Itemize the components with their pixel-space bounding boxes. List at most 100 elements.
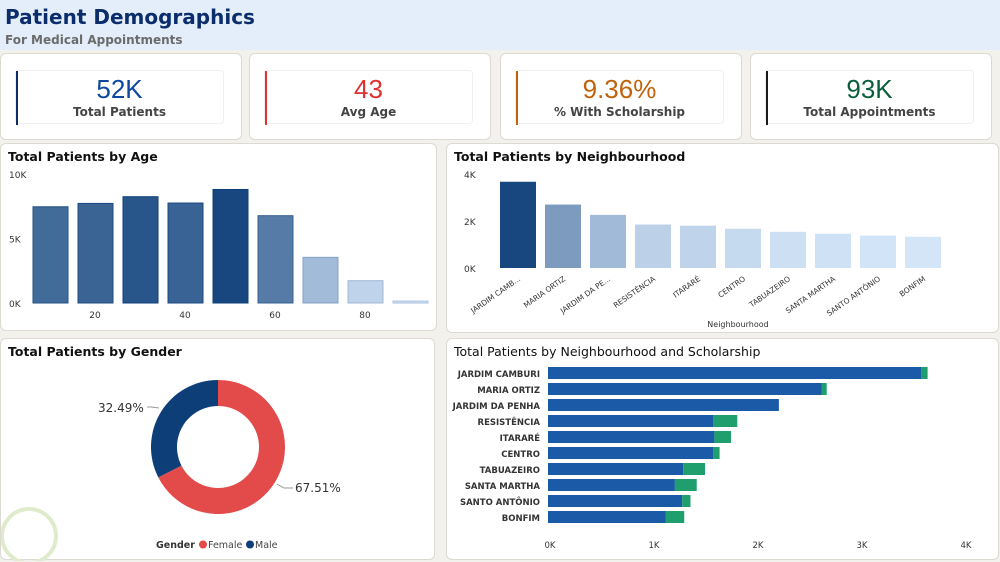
header: Patient Demographics For Medical Appoint… [0,0,1000,50]
neighbourhood-bar [905,236,941,268]
kpi-card: 9.36% % With Scholarship [500,53,742,140]
y-tick-label: 4K [464,171,477,181]
watermark-logo [1,507,58,561]
legend-male-dot [246,540,254,549]
scholarship-chart-panel[interactable]: Total Patients by Neighbourhood and Scho… [446,338,999,560]
age-bar [257,215,294,304]
x-tick-label: 1K [649,541,660,551]
neighbourhood-bar [815,233,851,268]
y-tick-label: 5K [9,236,22,246]
no-scholarship-bar-segment [548,367,922,379]
no-scholarship-bar-segment [548,431,715,443]
y-category-label: JARDIM CAMBURI [457,370,540,380]
data-label-male: 32.49% [98,401,144,415]
y-category-label: CENTRO [501,450,540,460]
y-tick-label: 2K [464,218,477,228]
donut-slice-male [150,380,218,478]
x-tick-label: MARIA ORTIZ [522,274,567,310]
y-category-label: TABUAZEIRO [480,466,540,476]
x-tick-label: CENTRO [716,274,747,299]
donut-slice-female [158,380,286,514]
age-bar [77,202,114,304]
kpi-accent-bar [265,71,267,125]
neighbourhood-bar [590,214,626,268]
kpi-accent-bar [516,71,518,125]
x-tick-label: 0K [545,541,556,551]
age-bar [392,300,429,304]
no-scholarship-bar-segment [548,399,779,411]
data-label-female: 67.51% [295,481,341,495]
no-scholarship-bar-segment [548,511,666,523]
x-tick-label: 3K [857,541,868,551]
no-scholarship-bar-segment [548,479,675,491]
x-tick-label: BONFIM [898,274,927,298]
no-scholarship-bar-segment [548,415,714,427]
y-category-label: BONFIM [502,514,540,524]
neighbourhood-chart-title: Total Patients by Neighbourhood [454,149,686,164]
gender-chart-panel[interactable]: Total Patients by Gender 67.51% 32.49% Gen… [0,338,435,561]
no-scholarship-bar-segment [548,383,822,395]
y-category-label: SANTO ANTÔNIO [460,496,540,508]
x-tick-label: 2K [753,541,764,551]
kpi-accent-bar [766,71,768,125]
scholarship-bar-segment [665,511,685,523]
no-scholarship-bar-segment [548,447,714,459]
scholarship-bar-segment [821,383,827,395]
y-category-label: MARIA ORTIZ [477,386,540,396]
no-scholarship-bar-segment [548,495,683,507]
age-chart-title: Total Patients by Age [8,149,158,164]
y-tick-label: 0K [464,265,477,275]
x-tick-label: 20 [89,311,101,321]
x-tick-label: 4K [961,541,972,551]
neighbourhood-bar [860,235,896,268]
kpi-card: 93K Total Appointments [750,53,992,140]
y-tick-label: 0K [9,300,22,310]
kpi-card: 43 Avg Age [249,53,491,140]
kpi-value: 9.36% [582,74,657,104]
age-bar [347,280,384,304]
y-category-label: RESISTÊNCIA [478,416,541,428]
kpi-card: 52K Total Patients [0,53,242,140]
neighbourhood-chart-panel[interactable]: Total Patients by Neighbourhood 0K 2K 4K JA… [446,143,999,333]
neighbourhood-bar [635,224,671,268]
y-category-label: JARDIM DA PENHA [452,402,541,412]
y-category-label: SANTA MARTHA [465,482,541,492]
neighbourhood-bar [725,228,761,268]
age-bar [212,188,249,304]
kpi-value: 43 [354,74,383,104]
legend-female-dot [199,540,207,549]
scholarship-bar-segment [682,495,691,507]
kpi-value: 52K [96,74,143,104]
kpi-label: Avg Age [340,105,397,119]
age-bar [167,202,204,304]
x-tick-label: 40 [179,311,191,321]
scholarship-bar-segment [921,367,928,379]
scholarship-bar-segment [683,463,706,475]
kpi-label: % With Scholarship [553,105,686,119]
age-bar [32,206,69,304]
x-tick-label: JARDIM CAMB... [468,274,522,315]
scholarship-bar-segment [713,415,738,427]
x-tick-label: RESISTÊNCIA [612,274,658,310]
neighbourhood-bar [770,231,806,268]
leader-line [276,483,293,489]
x-tick-label: ITARARÉ [671,274,702,299]
legend-female: Female [208,540,243,551]
page-title: Patient Demographics [5,5,255,29]
x-tick-label: 80 [359,311,371,321]
x-tick-label: 60 [269,311,281,321]
neighbourhood-bar [680,225,716,268]
neighbourhood-bar [500,181,536,268]
kpi-label: Total Patients [73,105,166,119]
age-chart: 0K 5K 10K 20 40 60 80 [9,171,429,321]
y-category-label: ITARARÉ [500,432,541,444]
age-chart-panel[interactable]: Total Patients by Age 0K 5K 10K 20 40 60 80 [0,143,437,331]
age-bar [302,256,339,304]
x-tick-label: TABUAZEIRO [747,274,792,310]
kpi-accent-bar [16,71,18,125]
gender-chart-title: Total Patients by Gender [8,344,182,359]
age-bar [122,196,159,304]
scholarship-chart: JARDIM CAMBURI MARIA ORTIZ JARDIM DA PENHA… [452,367,972,551]
scholarship-bar-segment [713,447,720,459]
